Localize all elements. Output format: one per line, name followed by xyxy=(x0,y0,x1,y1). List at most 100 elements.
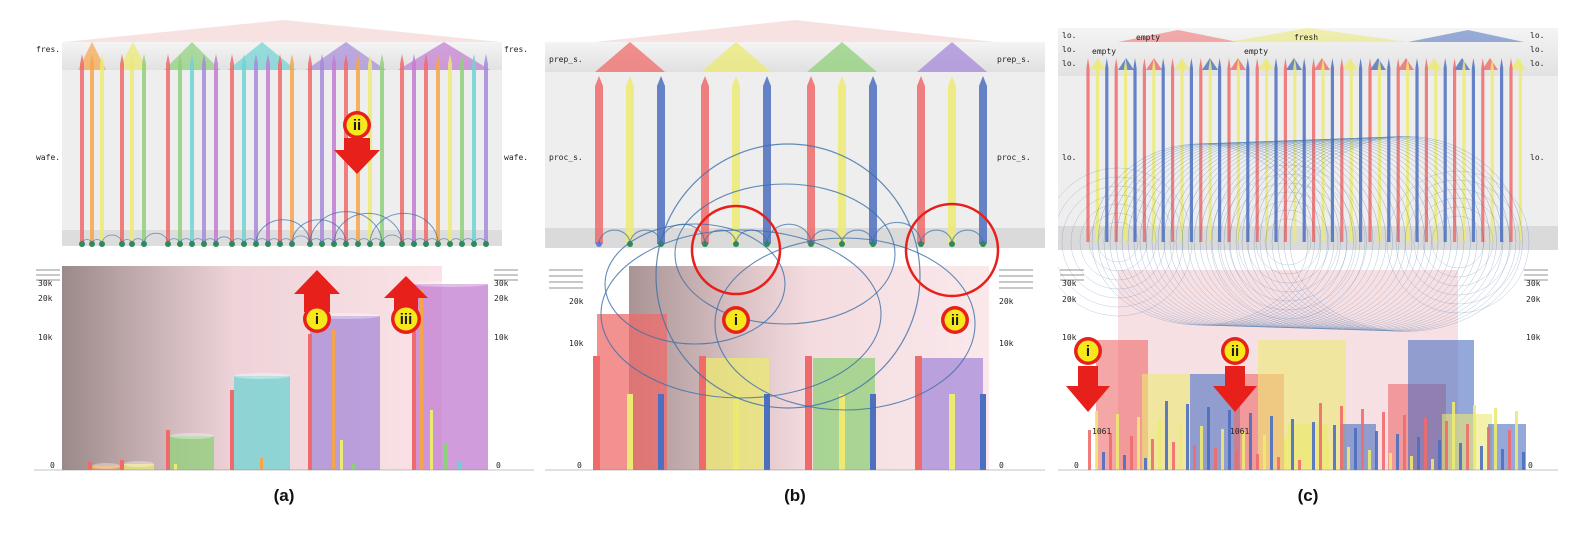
thin-bar xyxy=(627,394,633,470)
volume-bar xyxy=(414,284,488,470)
link-arc xyxy=(1289,241,1523,332)
link-ellipse xyxy=(600,229,882,399)
link-circle xyxy=(1088,212,1148,272)
wafer-stem xyxy=(242,54,246,244)
thin-bar xyxy=(1144,458,1147,470)
lot-stem xyxy=(1481,58,1485,242)
lot-stem xyxy=(1434,58,1438,242)
link-arc xyxy=(1283,241,1517,332)
marker-i: i xyxy=(722,306,750,334)
y-tick-30k: 30k xyxy=(1062,279,1077,288)
left-label-wafe: wafe. xyxy=(36,153,60,162)
process-stem xyxy=(869,76,877,244)
link-arc xyxy=(766,223,812,245)
volume-bar xyxy=(1096,340,1148,470)
lot-top-triangle xyxy=(1398,58,1414,70)
link-arc xyxy=(381,234,403,245)
thin-bar xyxy=(1494,408,1497,470)
thin-bar xyxy=(1396,434,1399,470)
thin-bar xyxy=(1368,450,1371,470)
bar-cap xyxy=(124,461,154,467)
thin-bar xyxy=(1242,432,1245,470)
link-arc xyxy=(413,238,427,245)
y-tick-10k: 10k xyxy=(1062,333,1077,342)
bar-cap xyxy=(234,373,290,379)
link-arc xyxy=(255,219,311,245)
process-stem xyxy=(948,76,956,244)
wafer-stem xyxy=(424,54,428,244)
group-top-triangle xyxy=(917,42,987,72)
wafer-stem xyxy=(254,54,258,244)
y-tick-10k: 10k xyxy=(38,333,53,342)
y-tick-right-20k: 20k xyxy=(494,294,509,303)
thin-bar xyxy=(1445,421,1448,470)
link-arc xyxy=(1163,241,1387,328)
left-label-prep: prep_s. xyxy=(549,55,583,64)
y-tick-10k: 10k xyxy=(569,339,584,348)
bar-cap xyxy=(414,281,488,287)
wafer-stem xyxy=(448,54,452,244)
link-arc xyxy=(369,212,439,245)
lot-stem xyxy=(1330,58,1334,242)
link-arc xyxy=(449,238,463,245)
link-arc xyxy=(1181,241,1406,329)
marker-ii-label: ii xyxy=(1231,343,1239,360)
thin-bar xyxy=(1389,453,1392,470)
thin-bar xyxy=(1207,407,1210,470)
wafer-stem xyxy=(120,54,124,244)
wafer-stem xyxy=(178,54,182,244)
lot-stem xyxy=(1283,58,1287,242)
lot-stem xyxy=(1142,58,1146,242)
thin-bar xyxy=(1277,457,1280,470)
left-label-fres: fres. xyxy=(36,45,60,54)
y-tick-right-20k: 20k xyxy=(1526,295,1541,304)
link-arc xyxy=(1289,136,1523,243)
thin-bar xyxy=(980,394,986,470)
link-arc xyxy=(1211,241,1439,330)
link-arc xyxy=(872,221,922,245)
lot-stem xyxy=(1424,58,1428,242)
thin-bar xyxy=(352,464,355,470)
y-tick-right-10k: 10k xyxy=(494,333,509,342)
lot-stem xyxy=(1302,58,1306,242)
y-tick-20k: 20k xyxy=(569,297,584,306)
right-label-lo-4: lo. xyxy=(1530,153,1544,162)
thin-bar xyxy=(1403,415,1406,470)
link-circle xyxy=(1422,206,1494,278)
process-stem xyxy=(917,76,925,244)
link-arc xyxy=(1115,241,1335,327)
link-circle xyxy=(1395,179,1521,305)
thin-bar xyxy=(839,394,845,470)
thin-bar xyxy=(1270,416,1273,470)
top-label-empty-2: empty xyxy=(1092,47,1116,56)
link-arc xyxy=(1157,241,1380,328)
link-ellipse xyxy=(714,237,976,411)
y-tick-30k: 30k xyxy=(38,279,53,288)
lot-stem xyxy=(1152,58,1156,242)
y-tick-right-0: 0 xyxy=(496,461,501,470)
link-arc xyxy=(167,238,181,245)
thin-bar xyxy=(870,394,876,470)
thin-bar xyxy=(340,440,343,470)
thin-bar xyxy=(805,356,812,470)
marker-ii-down: ii xyxy=(1213,337,1257,412)
link-arc xyxy=(841,229,874,245)
left-label-lo-1: lo. xyxy=(1062,31,1076,40)
thin-bar xyxy=(444,444,447,470)
link-arc xyxy=(1145,241,1367,328)
lot-stem xyxy=(1171,58,1175,242)
panel-c-canvas: lo. lo. lo. lo. lo. lo. lo. lo. empty fr… xyxy=(1058,28,1558,471)
thin-bar xyxy=(1466,424,1469,470)
right-label-prep: prep_s. xyxy=(997,55,1031,64)
volume-bar xyxy=(124,464,154,470)
link-arc xyxy=(179,238,193,245)
link-arc xyxy=(131,238,145,245)
caption-b: (b) xyxy=(784,486,806,505)
wafer-stem xyxy=(308,54,312,244)
left-label-lo-4: lo. xyxy=(1062,153,1076,162)
thin-bar xyxy=(1095,411,1098,470)
wafer-stem xyxy=(130,54,134,244)
link-arc xyxy=(1151,241,1374,328)
volume-bar xyxy=(234,376,290,470)
link-arc xyxy=(461,238,475,245)
